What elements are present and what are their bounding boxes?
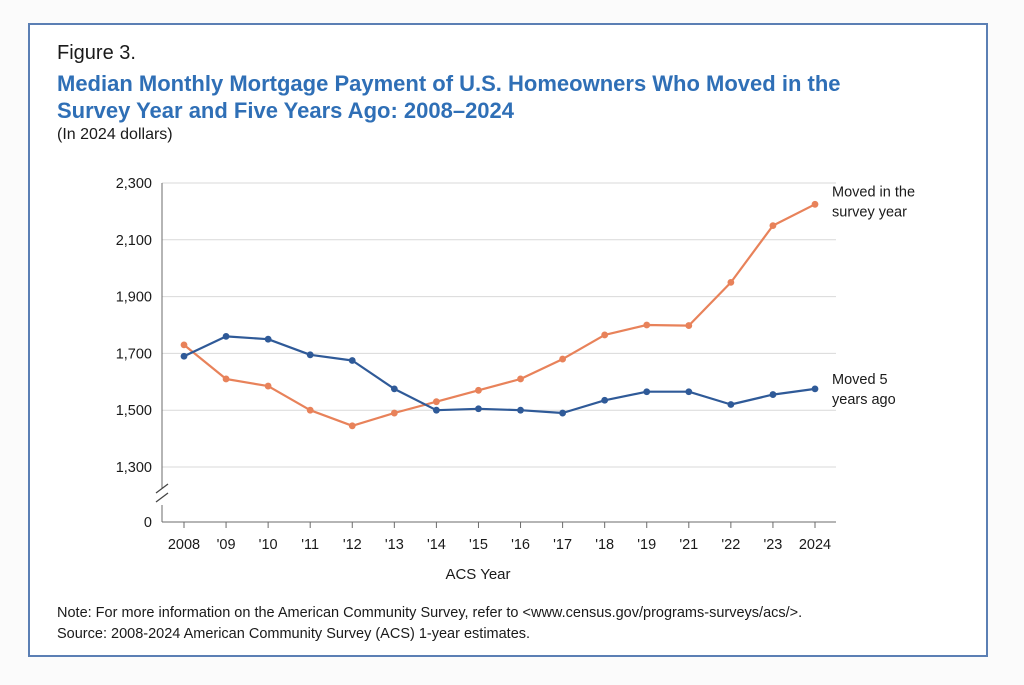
- data-point: [727, 279, 735, 286]
- data-point: [475, 386, 482, 394]
- data-point: [222, 332, 230, 340]
- chart-title-line-1: Median Monthly Mortgage Payment of U.S. …: [57, 71, 841, 96]
- series-line-0: [183, 203, 816, 427]
- axis-break-mark-2: [155, 492, 169, 503]
- gridlines: [162, 182, 836, 468]
- data-point: [433, 406, 440, 414]
- data-point: [264, 382, 272, 390]
- series-label-0-line-0: Moved in the: [832, 184, 915, 200]
- data-point: [643, 321, 651, 329]
- series-label-0-line-1: survey year: [832, 204, 907, 220]
- axes: [155, 183, 836, 528]
- axis-break-mark-1: [155, 483, 169, 494]
- y-tick-1700: 1,700: [116, 346, 152, 362]
- data-point: [727, 401, 735, 408]
- x-tick-label: '22: [721, 537, 740, 553]
- x-tick-label: '21: [679, 537, 698, 553]
- data-point: [348, 357, 356, 364]
- data-point: [811, 385, 819, 393]
- series-label-1-line-1: years ago: [832, 392, 896, 408]
- data-point: [601, 396, 609, 404]
- data-point: [601, 331, 609, 339]
- data-point: [390, 385, 398, 393]
- x-tick-label: '19: [637, 537, 656, 553]
- data-point: [433, 398, 440, 406]
- data-point: [559, 355, 566, 363]
- y-tick-1300: 1,300: [116, 460, 152, 476]
- x-tick-label: 2008: [168, 537, 200, 553]
- y-tick-2300: 2,300: [116, 176, 152, 192]
- x-tick-label: '15: [469, 537, 488, 553]
- footnote: Note: For more information on the Americ…: [57, 603, 802, 645]
- x-tick-label: '23: [763, 537, 782, 553]
- series-labels: Moved in the survey year Moved 5 years ago: [832, 184, 915, 408]
- data-point: [769, 391, 777, 398]
- y-tick-1500: 1,500: [116, 403, 152, 419]
- data-point: [180, 341, 188, 349]
- x-tick-label: '18: [595, 537, 614, 553]
- data-point: [390, 409, 398, 417]
- data-point: [306, 406, 314, 414]
- data-point: [643, 388, 651, 396]
- x-tick-label: '13: [385, 537, 404, 553]
- data-point: [264, 335, 272, 343]
- data-point: [475, 405, 482, 413]
- data-point: [222, 375, 230, 383]
- figure-frame: [28, 23, 988, 657]
- note-text: Note: For more information on the Americ…: [57, 605, 803, 621]
- data-point: [685, 388, 693, 396]
- y-tick-2100: 2,100: [116, 233, 152, 249]
- x-tick-label: '11: [301, 537, 319, 553]
- y-tick-zero: 0: [144, 515, 152, 531]
- data-point: [811, 200, 819, 208]
- x-axis-label: ACS Year: [445, 566, 510, 583]
- x-tick-label: 2024: [799, 537, 831, 553]
- x-tick-labels: 2008 '09 '10 '11 '12 '13 '14 '15 '16 '17 '18 '19 '21…: [168, 537, 831, 553]
- data-point: [685, 322, 693, 329]
- x-tick-label: '12: [343, 537, 362, 553]
- chart-subtitle: (In 2024 dollars): [57, 126, 173, 143]
- x-tick-label: '10: [259, 537, 278, 553]
- chart-title-line-2: Survey Year and Five Years Ago: 2008–202…: [57, 98, 515, 123]
- data-point: [306, 351, 314, 359]
- data-point: [769, 222, 777, 230]
- x-tick-label: '17: [553, 537, 572, 553]
- x-tick-label: '14: [427, 537, 446, 553]
- data-point: [559, 409, 566, 417]
- x-tick-label: '09: [217, 537, 236, 553]
- y-tick-labels: 1,300 1,500 1,700 1,900 2,100 2,300 0: [116, 176, 152, 531]
- x-tick-label: '16: [511, 537, 530, 553]
- series-group: [180, 200, 819, 430]
- data-point: [517, 375, 524, 383]
- figure-label: Figure 3.: [57, 42, 136, 64]
- series-label-1-line-0: Moved 5: [832, 372, 888, 388]
- data-point: [517, 406, 524, 414]
- series-line-1: [183, 335, 816, 415]
- y-tick-1900: 1,900: [116, 290, 152, 306]
- source-text: Source: 2008-2024 American Community Sur…: [57, 626, 531, 642]
- data-point: [348, 422, 356, 430]
- data-point: [180, 352, 188, 360]
- chart-title: Median Monthly Mortgage Payment of U.S. …: [57, 70, 967, 124]
